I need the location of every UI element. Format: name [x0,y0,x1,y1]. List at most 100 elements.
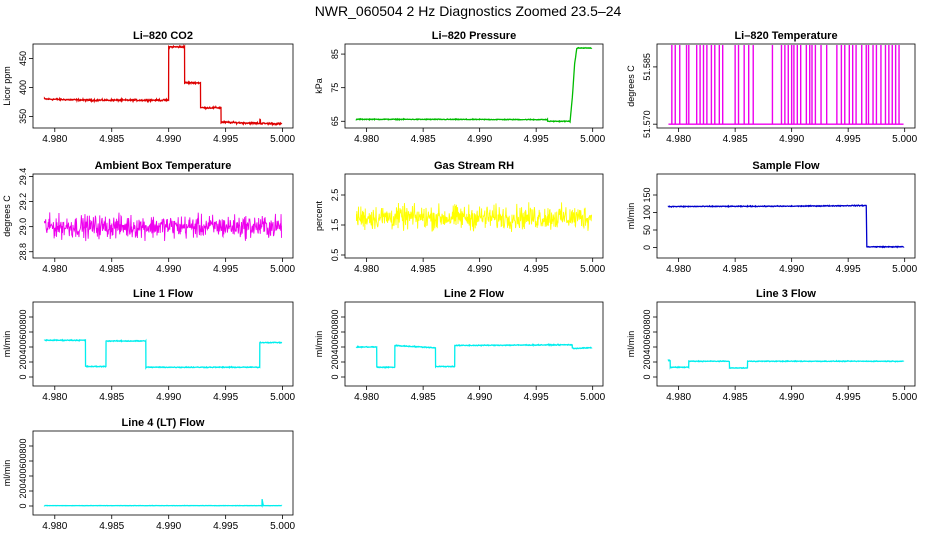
x-tick-label: 4.990 [156,521,181,532]
x-tick-label: 4.995 [836,134,861,145]
series-line [667,203,905,249]
y-tick-label: 0 [18,503,28,508]
panel-title: Sample Flow [752,160,820,172]
x-tick-label: 5.000 [580,264,605,275]
x-tick-label: 4.980 [354,392,379,403]
x-tick-label: 4.990 [467,392,492,403]
x-tick-label: 4.995 [213,392,238,403]
y-axis-label: ml/min [2,460,12,487]
x-tick-label: 4.980 [42,521,67,532]
plot-frame [32,301,294,387]
y-tick-label: 28.8 [18,243,28,261]
y-tick-label: 2.5 [330,189,340,202]
panel-title: Line 2 Flow [444,288,504,300]
y-tick-label: 85 [330,49,340,59]
y-tick-label: 51.585 [642,53,652,81]
y-tick-label: 29.0 [18,218,28,236]
panel-8: Line 2 Flow 4.980 4.985 4.990 4.995 5.000 0 200… [314,288,606,403]
plot-frame [32,173,294,259]
y-tick-label: 600 [18,453,28,468]
y-tick-label: 800 [18,309,28,324]
y-tick-label: 1.5 [330,219,340,232]
series-line [355,342,593,369]
plot-frame [344,301,604,387]
panel-title: Li–820 Temperature [734,30,837,42]
y-tick-label: 200 [642,354,652,369]
y-tick-label: 400 [18,339,28,354]
panel-7: Line 1 Flow 4.980 4.985 4.990 4.995 5.000 0 200… [2,288,296,403]
x-tick-label: 4.995 [524,134,549,145]
y-tick-label: 600 [18,324,28,339]
y-tick-label: 29.2 [18,193,28,211]
x-tick-label: 4.980 [42,264,67,275]
x-tick-label: 4.985 [99,264,124,275]
y-axis-label: ml/min [314,331,324,358]
y-axis-label: kPa [314,78,324,94]
x-tick-label: 4.990 [156,392,181,403]
y-axis-label: ml/min [626,331,636,358]
panel-2: Li–820 Pressure 4.980 4.985 4.990 4.995 5.000… [314,30,606,145]
x-tick-label: 4.985 [411,134,436,145]
y-tick-label: 0 [642,245,652,250]
series-line [667,358,905,370]
y-tick-label: 150 [642,187,652,202]
y-tick-label: 65 [330,116,340,126]
y-tick-label: 75 [330,83,340,93]
y-tick-label: 200 [330,354,340,369]
panel-3: Li–820 Temperature 4.980 4.985 4.990 4.995 5.… [626,30,918,145]
y-tick-label: 800 [330,309,340,324]
y-tick-label: 50 [642,225,652,235]
x-tick-label: 5.000 [580,392,605,403]
y-tick-label: 400 [330,339,340,354]
panel-title: Ambient Box Temperature [95,160,232,172]
y-tick-label: 400 [18,468,28,483]
series-line [356,202,592,232]
x-tick-label: 4.990 [779,134,804,145]
x-tick-label: 4.985 [411,392,436,403]
x-tick-label: 4.990 [779,392,804,403]
x-tick-label: 4.995 [213,134,238,145]
x-tick-label: 4.980 [354,264,379,275]
x-tick-label: 4.980 [42,392,67,403]
y-tick-label: 450 [18,51,28,66]
panel-4: Ambient Box Temperature 4.980 4.985 4.990 4.… [2,160,296,275]
panel-title: Line 4 (LT) Flow [122,417,205,429]
x-tick-label: 4.985 [99,521,124,532]
y-axis-label: ml/min [2,331,12,358]
panel-9: Line 3 Flow 4.980 4.985 4.990 4.995 5.000 0 200… [626,288,918,403]
y-tick-label: 0.5 [330,249,340,262]
y-axis-label: Licor ppm [2,66,12,106]
x-tick-label: 5.000 [892,134,917,145]
x-tick-label: 4.985 [99,134,124,145]
panel-title: Li–820 Pressure [432,30,516,42]
x-tick-label: 4.995 [213,521,238,532]
y-tick-label: 0 [330,374,340,379]
x-tick-label: 5.000 [270,134,295,145]
y-tick-label: 51.570 [642,110,652,138]
x-tick-label: 5.000 [580,134,605,145]
x-tick-label: 4.980 [666,392,691,403]
page-title: NWR_060504 2 Hz Diagnostics Zoomed 23.5–… [314,3,622,19]
x-tick-label: 5.000 [270,264,295,275]
y-tick-label: 100 [642,205,652,220]
y-tick-label: 400 [18,80,28,95]
x-tick-label: 4.995 [836,264,861,275]
x-tick-label: 5.000 [270,521,295,532]
y-tick-label: 800 [642,309,652,324]
x-tick-label: 4.995 [524,392,549,403]
y-tick-label: 800 [18,438,28,453]
panel-title: Gas Stream RH [434,160,514,172]
x-tick-label: 4.985 [99,392,124,403]
x-tick-label: 4.985 [723,264,748,275]
series-line [43,499,283,508]
y-axis-label: ml/min [626,203,636,230]
series-line [43,44,283,127]
panel-title: Line 3 Flow [756,288,816,300]
x-tick-label: 4.985 [411,264,436,275]
x-tick-label: 4.990 [156,264,181,275]
y-axis-label: degrees C [2,195,12,237]
plot-frame [344,43,604,129]
x-tick-label: 4.985 [723,134,748,145]
x-tick-label: 4.980 [42,134,67,145]
